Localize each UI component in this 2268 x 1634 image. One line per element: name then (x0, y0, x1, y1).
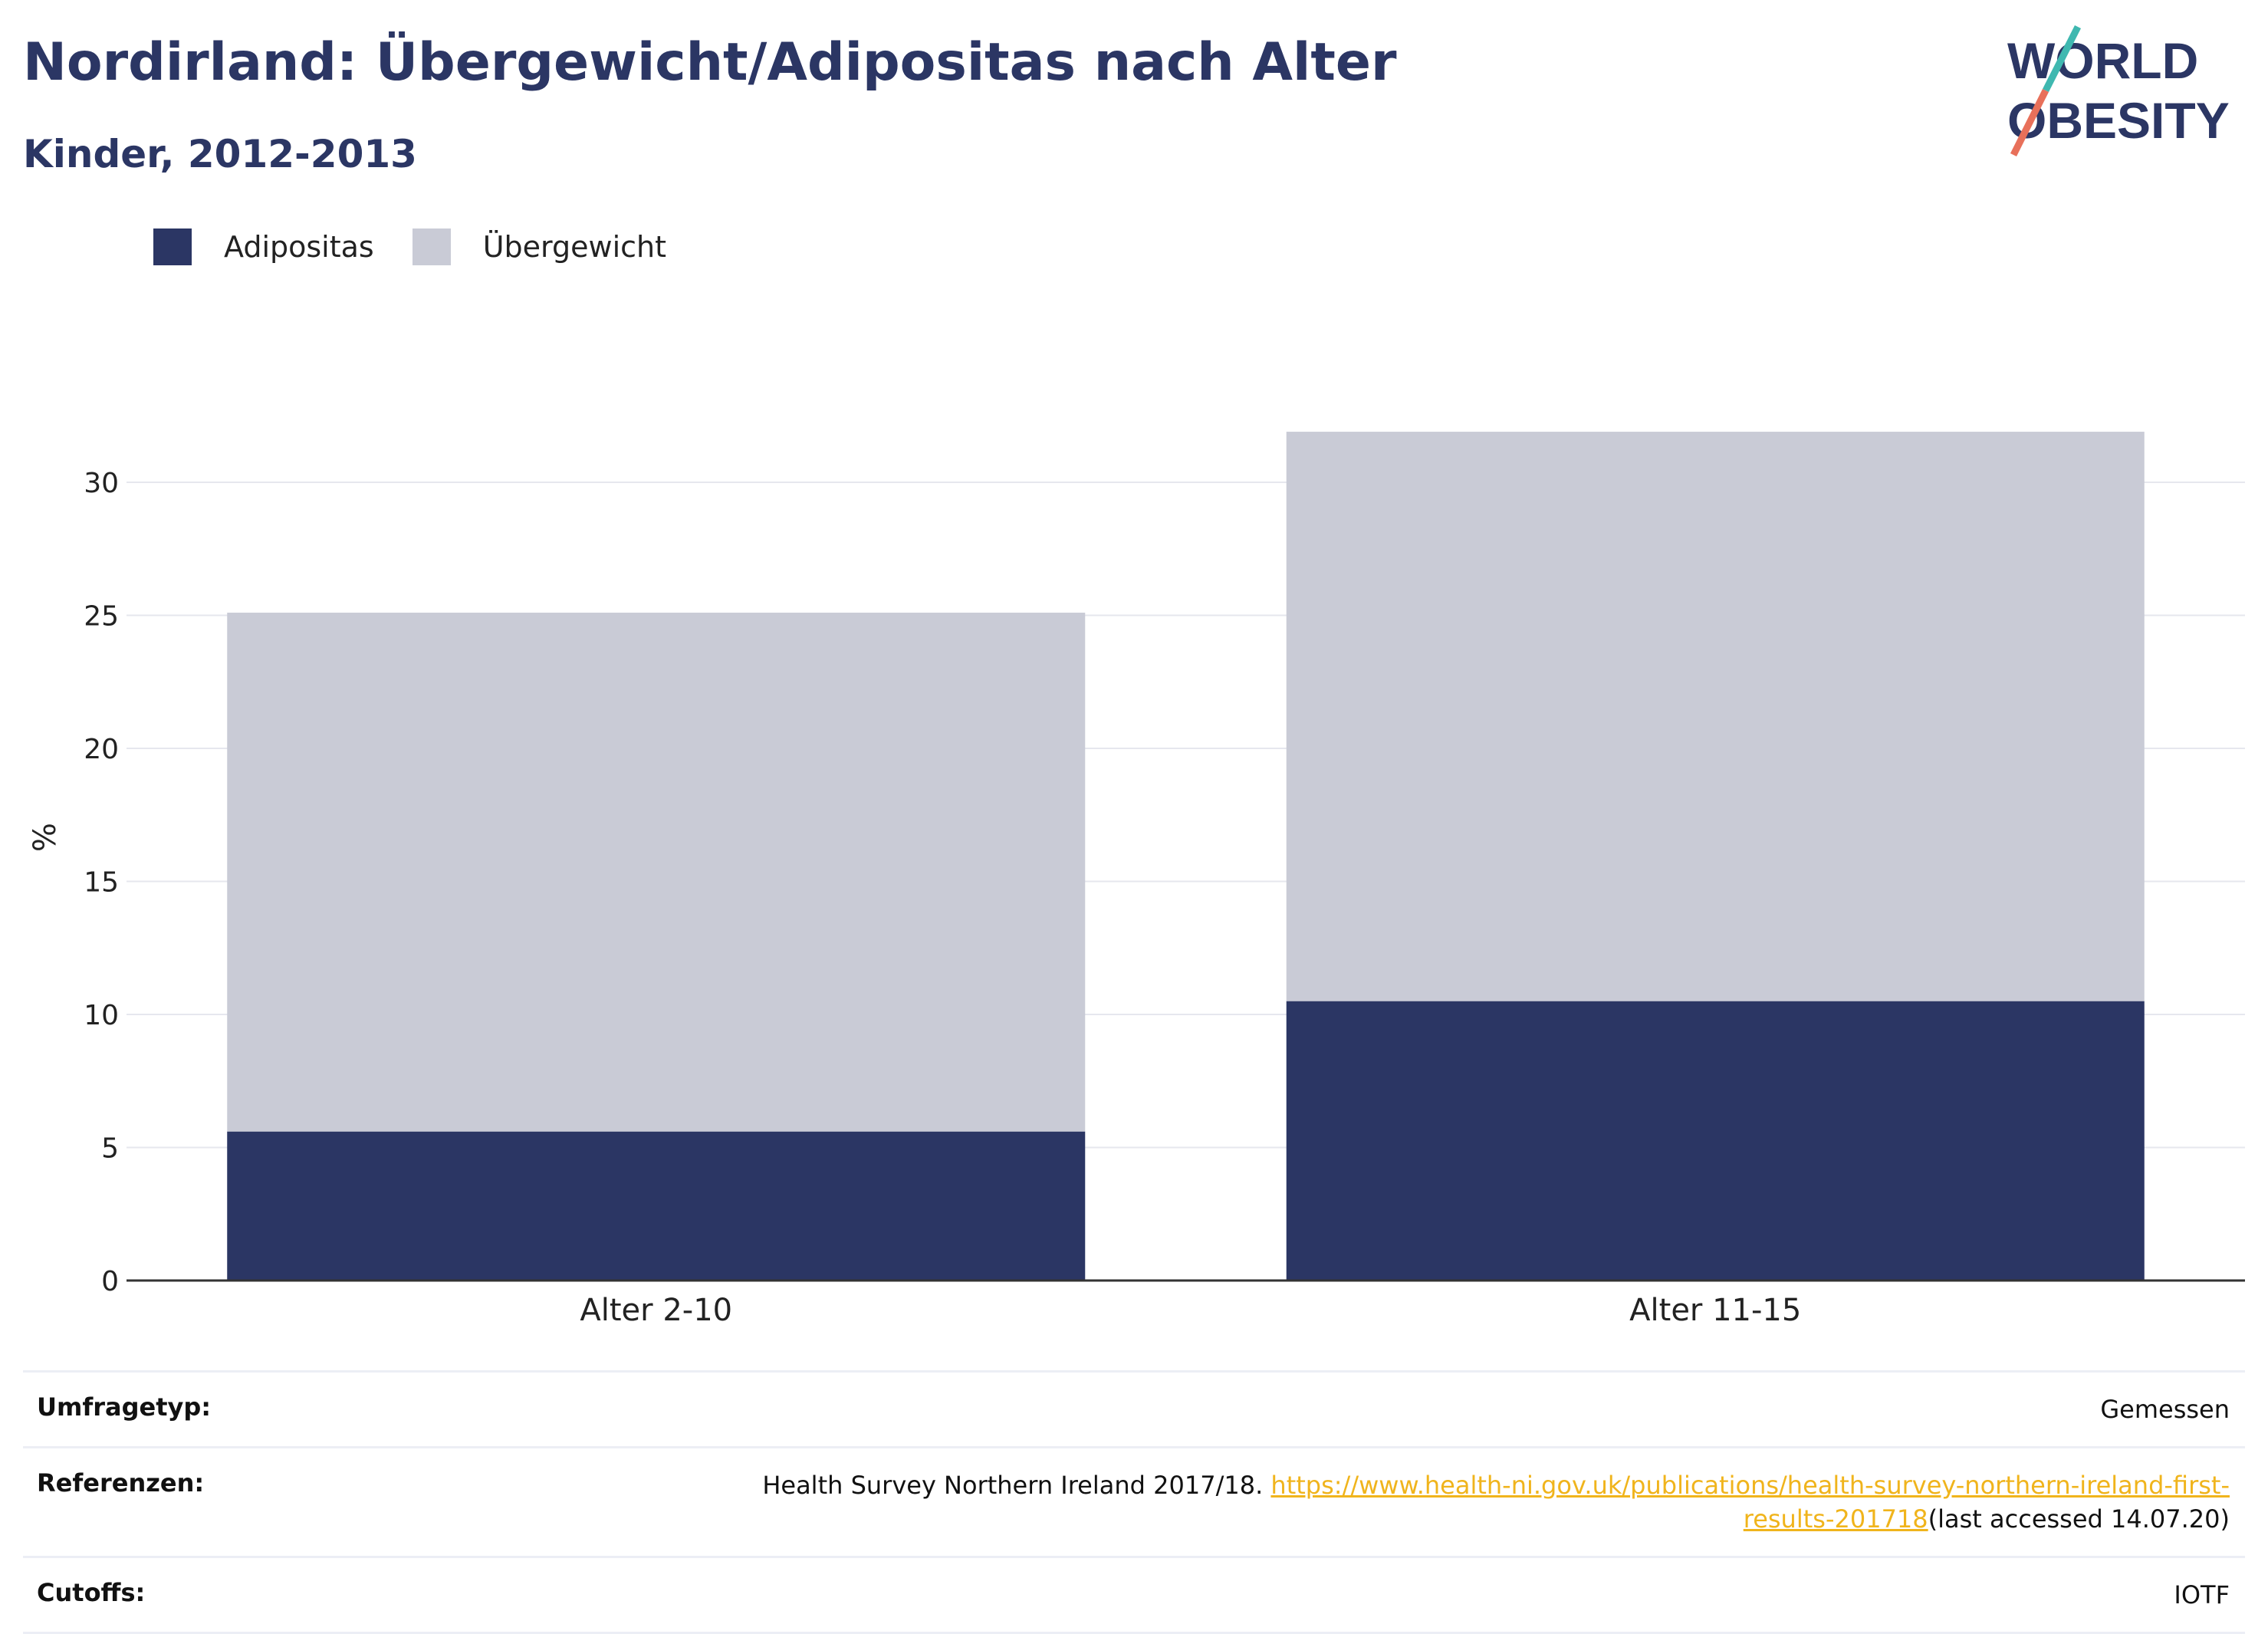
info-row-survey-type: Umfragetyp: Gemessen (23, 1370, 2245, 1446)
logo-slash-top (2042, 25, 2082, 93)
y-tick-label: 5 (101, 1133, 119, 1165)
logo-line1: WORLD (2007, 32, 2198, 89)
bar-adipositas-2[interactable] (1286, 1001, 2145, 1281)
info-value-references: Health Survey Northern Ireland 2017/18. … (696, 1468, 2230, 1536)
legend-item-uebergewicht[interactable]: Übergewicht (412, 228, 666, 265)
legend-swatch-uebergewicht (412, 228, 451, 265)
legend-label-adipositas: Adipositas (224, 230, 374, 264)
y-axis-title: % (28, 823, 63, 852)
info-key-survey-type: Umfragetyp: (37, 1392, 212, 1422)
reference-link[interactable]: https://www.health-ni.gov.uk/publication… (1270, 1471, 2230, 1534)
info-value-survey-type: Gemessen (2100, 1395, 2230, 1424)
logo-slash-bottom (2010, 88, 2049, 157)
bar-uebergewicht-2[interactable] (1286, 432, 2145, 1001)
bar-chart: 0 5 10 15 20 25 30 Alter 2-10 Alter 11-15 % (28, 432, 2245, 1328)
reference-accessed: (last accessed 14.07.20) (1928, 1504, 2230, 1534)
info-key-references: Referenzen: (37, 1468, 205, 1498)
chart-subtitle: Kinder, 2012-2013 (23, 132, 417, 176)
y-axis: 0 5 10 15 20 25 30 (84, 468, 119, 1297)
logo-line2: OBESITY (2007, 92, 2230, 149)
y-tick-label: 25 (84, 601, 119, 633)
x-category-label: Alter 2-10 (580, 1293, 732, 1328)
y-tick-label: 15 (84, 867, 119, 899)
y-tick-label: 10 (84, 1000, 119, 1031)
bar-adipositas-1[interactable] (227, 1131, 1086, 1281)
x-category-label: Alter 11-15 (1629, 1293, 1801, 1328)
y-tick-label: 0 (101, 1266, 119, 1297)
y-tick-label: 30 (84, 468, 119, 499)
legend-swatch-adipositas (153, 228, 192, 265)
bar-uebergewicht-1[interactable] (227, 613, 1086, 1132)
info-value-cutoffs: IOTF (2174, 1580, 2230, 1609)
reference-text: Health Survey Northern Ireland 2017/18. (762, 1471, 1271, 1500)
legend-label-uebergewicht: Übergewicht (482, 230, 666, 264)
legend: Adipositas Übergewicht (153, 228, 705, 265)
bars (127, 432, 2245, 1282)
legend-item-adipositas[interactable]: Adipositas (153, 228, 374, 265)
world-obesity-logo: WORLD OBESITY (2007, 25, 2230, 157)
info-row-cutoffs: Cutoffs: IOTF (23, 1556, 2245, 1634)
x-axis: Alter 2-10 Alter 11-15 (580, 1293, 1801, 1328)
info-table: Umfragetyp: Gemessen Referenzen: Health … (23, 1370, 2245, 1634)
chart-title: Nordirland: Übergewicht/Adipositas nach … (23, 32, 1397, 93)
y-tick-label: 20 (84, 734, 119, 765)
info-key-cutoffs: Cutoffs: (37, 1578, 146, 1607)
info-row-references: Referenzen: Health Survey Northern Irela… (23, 1446, 2245, 1556)
